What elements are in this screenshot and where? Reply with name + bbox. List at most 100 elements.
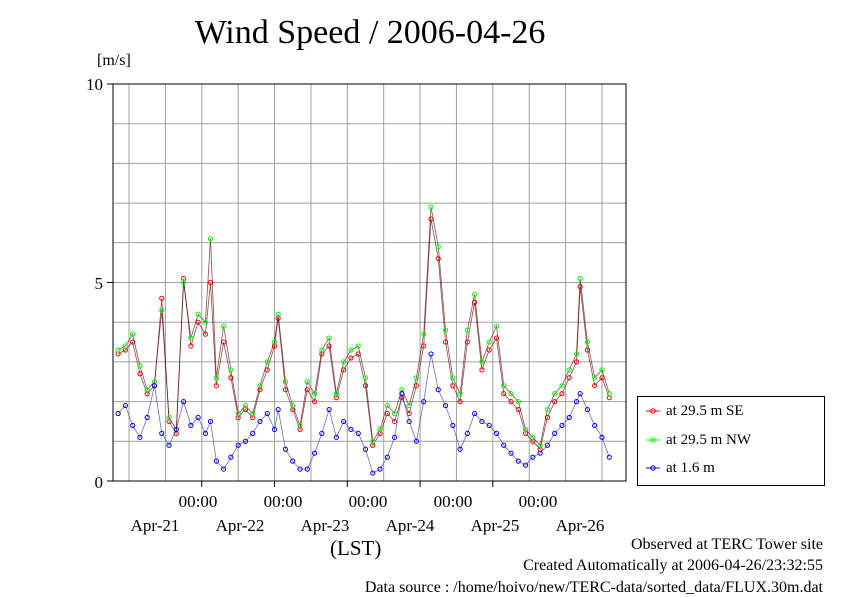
data-point-series-1 [592,375,598,381]
data-point-series-1 [297,422,303,429]
data-point-series-0 [348,355,354,361]
data-point-series-2 [606,454,612,460]
data-point-series-0 [450,383,456,389]
data-point-series-2 [355,430,361,436]
data-point-series-1 [392,410,398,417]
data-point-series-1 [486,339,492,345]
data-point-series-2 [508,450,514,456]
data-point-series-1 [159,307,165,313]
data-point-series-2 [228,454,234,460]
data-point-series-2 [486,422,492,429]
data-point-series-1 [333,391,339,397]
data-point-series-2 [442,402,449,409]
data-point-series-0 [493,335,500,341]
data-point-series-2 [130,422,136,429]
data-point-series-1 [130,331,136,337]
data-point-series-1 [508,391,514,397]
data-point-series-2 [180,399,187,405]
data-point-series-2 [544,442,551,448]
data-point-series-2 [479,418,485,425]
x-axis-label: (LST) [330,536,382,560]
y-tick-label-5: 5 [94,274,104,293]
legend-item: at 1.6 m [646,458,715,478]
legend-item: at 29.5 m SE [646,401,744,421]
data-point-series-0 [228,375,234,381]
data-point-series-1 [537,442,543,448]
data-point-series-0 [592,383,598,389]
data-point-series-0 [566,375,572,381]
data-point-series-0 [213,383,219,389]
data-point-series-0 [435,256,441,262]
data-point-series-1 [257,383,263,389]
data-point-series-1 [450,375,456,381]
data-point-series-2 [552,430,558,436]
data-point-series-1 [355,343,361,349]
data-point-series-0 [326,343,332,349]
legend-label: at 1.6 m [666,459,715,476]
data-point-series-2 [213,458,219,464]
data-point-series-2 [311,450,318,456]
data-point-series-0 [304,387,310,393]
data-point-series-2 [115,410,121,417]
data-point-series-1 [195,311,201,317]
data-point-series-1 [202,319,209,325]
legend-label: at 29.5 m NW [666,431,751,448]
data-point-series-1 [235,410,241,417]
data-point-series-1 [242,402,249,409]
data-point-series-0 [159,295,165,301]
data-point-series-1 [573,351,580,357]
legend-item: at 29.5 m NW [646,430,751,450]
data-point-series-2 [326,406,332,413]
data-point-series-1 [606,391,612,397]
footer-observed: Observed at TERC Tower site [630,536,823,553]
data-point-series-0 [202,331,209,337]
data-point-series-0 [559,391,565,397]
data-point-series-1 [137,363,143,369]
data-point-series-2 [304,466,310,472]
data-point-series-2 [421,399,427,405]
data-point-series-1 [348,347,354,353]
data-point-series-1 [428,204,434,210]
x-tick-time-label: 00:00 [263,492,303,511]
data-point-series-1 [384,402,390,409]
data-point-series-2 [428,351,434,357]
data-point-series-1 [207,236,214,242]
data-point-series-2 [144,414,150,421]
data-point-series-1 [530,434,536,440]
data-point-series-2 [250,430,256,436]
data-point-series-1 [275,311,281,317]
data-point-series-0 [362,383,369,389]
data-point-series-2 [530,454,536,460]
data-point-series-0 [464,339,470,345]
data-point-series-2 [188,422,194,429]
data-point-series-1 [370,438,376,444]
data-point-series-1 [472,291,478,298]
data-point-series-1 [326,335,332,341]
data-point-series-1 [584,339,591,345]
data-point-series-1 [566,367,572,373]
data-point-series-2 [592,422,598,429]
data-point-series-1 [599,367,605,373]
series-line-0 [117,218,610,451]
data-point-series-1 [413,375,420,381]
legend-marker-green [646,437,660,443]
data-point-series-1 [559,383,565,389]
legend-label: at 29.5 m SE [666,402,744,419]
chart-title: Wind Speed / 2006-04-26 [194,14,546,51]
data-point-series-2 [122,402,128,409]
data-point-series-2 [457,446,463,452]
x-tick-date-label: Apr-26 [555,516,605,535]
data-point-series-1 [311,391,318,397]
data-point-series-1 [228,367,234,373]
data-point-series-1 [493,323,500,329]
data-point-series-1 [501,383,507,389]
y-tick-label-10: 10 [86,75,103,94]
data-point-series-2 [501,442,507,448]
data-point-series-0 [501,391,507,397]
data-point-series-1 [122,343,128,349]
x-tick-time-label: 00:00 [348,492,388,511]
data-point-series-1 [362,375,369,381]
data-point-series-1 [577,275,583,282]
data-point-series-0 [311,399,318,405]
